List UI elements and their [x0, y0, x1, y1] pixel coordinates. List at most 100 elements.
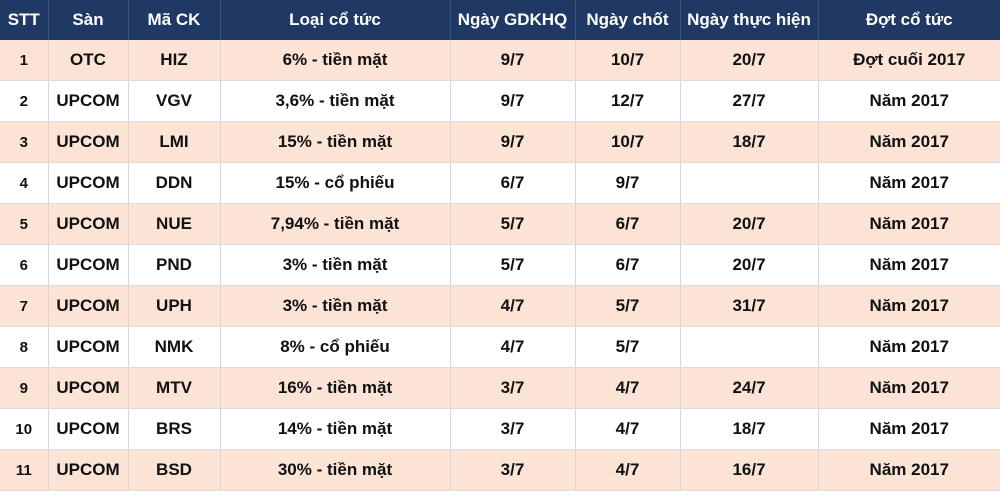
cell-payment-date: 20/7: [680, 203, 819, 245]
header-stt: STT: [0, 0, 49, 40]
cell-stt: 7: [0, 285, 49, 327]
table-row: 6 UPCOM PND 3% - tiền mặt 5/7 6/7 20/7 Năm 2017: [0, 244, 1000, 286]
cell-stt: 5: [0, 203, 49, 245]
cell-dividend-type: 7,94% - tiền mặt: [220, 203, 451, 245]
cell-ex-date: 3/7: [450, 408, 576, 450]
cell-ticker: UPH: [128, 285, 221, 327]
header-ticker: Mã CK: [128, 0, 221, 40]
header-row: STT Sàn Mã CK Loại cổ tức Ngày GDKHQ Ngà…: [0, 0, 1000, 40]
cell-dividend-type: 3% - tiền mặt: [220, 285, 451, 327]
cell-ex-date: 4/7: [450, 326, 576, 368]
cell-exchange: UPCOM: [48, 408, 129, 450]
cell-ex-date: 6/7: [450, 162, 576, 204]
cell-payment-date: 18/7: [680, 408, 819, 450]
table-row: 9 UPCOM MTV 16% - tiền mặt 3/7 4/7 24/7 Năm 201…: [0, 367, 1000, 409]
cell-ticker: VGV: [128, 80, 221, 122]
cell-stt: 2: [0, 80, 49, 122]
cell-ticker: DDN: [128, 162, 221, 204]
cell-ex-date: 5/7: [450, 244, 576, 286]
cell-stt: 3: [0, 121, 49, 163]
cell-dividend-period: Năm 2017: [818, 244, 1000, 286]
table-row: 3 UPCOM LMI 15% - tiền mặt 9/7 10/7 18/7 Năm 20…: [0, 121, 1000, 163]
cell-stt: 8: [0, 326, 49, 368]
cell-stt: 4: [0, 162, 49, 204]
cell-exchange: OTC: [48, 40, 129, 81]
table-row: 5 UPCOM NUE 7,94% - tiền mặt 5/7 6/7 20/7 Năm 2…: [0, 203, 1000, 245]
cell-dividend-period: Năm 2017: [818, 449, 1000, 491]
cell-dividend-type: 8% - cổ phiếu: [220, 326, 451, 368]
cell-ex-date: 3/7: [450, 367, 576, 409]
header-dividend-type: Loại cổ tức: [220, 0, 451, 40]
cell-stt: 9: [0, 367, 49, 409]
cell-payment-date: [680, 162, 819, 204]
header-record-date: Ngày chốt: [575, 0, 681, 40]
cell-payment-date: 27/7: [680, 80, 819, 122]
cell-ticker: BSD: [128, 449, 221, 491]
cell-dividend-type: 15% - cổ phiếu: [220, 162, 451, 204]
cell-stt: 6: [0, 244, 49, 286]
cell-exchange: UPCOM: [48, 162, 129, 204]
cell-exchange: UPCOM: [48, 449, 129, 491]
cell-stt: 10: [0, 408, 49, 450]
cell-ticker: MTV: [128, 367, 221, 409]
header-dividend-period: Đợt cổ tức: [818, 0, 1000, 40]
cell-dividend-period: Năm 2017: [818, 80, 1000, 122]
cell-payment-date: [680, 326, 819, 368]
cell-dividend-type: 16% - tiền mặt: [220, 367, 451, 409]
cell-dividend-period: Năm 2017: [818, 162, 1000, 204]
cell-dividend-type: 6% - tiền mặt: [220, 40, 451, 81]
cell-payment-date: 24/7: [680, 367, 819, 409]
header-exchange: Sàn: [48, 0, 129, 40]
cell-ticker: NUE: [128, 203, 221, 245]
cell-dividend-period: Năm 2017: [818, 121, 1000, 163]
cell-exchange: UPCOM: [48, 244, 129, 286]
table-row: 1 OTC HIZ 6% - tiền mặt 9/7 10/7 20/7 Đợt cuối …: [0, 40, 1000, 81]
cell-ticker: LMI: [128, 121, 221, 163]
table-row: 7 UPCOM UPH 3% - tiền mặt 4/7 5/7 31/7 Năm 2017: [0, 285, 1000, 327]
cell-exchange: UPCOM: [48, 203, 129, 245]
cell-payment-date: 16/7: [680, 449, 819, 491]
cell-record-date: 4/7: [575, 449, 681, 491]
table-row: 11 UPCOM BSD 30% - tiền mặt 3/7 4/7 16/7 Năm 20…: [0, 449, 1000, 491]
cell-exchange: UPCOM: [48, 285, 129, 327]
cell-dividend-period: Năm 2017: [818, 367, 1000, 409]
cell-ticker: NMK: [128, 326, 221, 368]
table-row: 4 UPCOM DDN 15% - cổ phiếu 6/7 9/7 Năm 2017: [0, 162, 1000, 204]
cell-ticker: PND: [128, 244, 221, 286]
cell-record-date: 4/7: [575, 367, 681, 409]
cell-record-date: 6/7: [575, 244, 681, 286]
cell-record-date: 5/7: [575, 285, 681, 327]
cell-dividend-type: 30% - tiền mặt: [220, 449, 451, 491]
cell-exchange: UPCOM: [48, 80, 129, 122]
cell-stt: 11: [0, 449, 49, 491]
cell-dividend-period: Đợt cuối 2017: [818, 40, 1000, 81]
cell-ex-date: 9/7: [450, 80, 576, 122]
cell-record-date: 4/7: [575, 408, 681, 450]
cell-dividend-period: Năm 2017: [818, 408, 1000, 450]
cell-record-date: 10/7: [575, 121, 681, 163]
cell-dividend-type: 14% - tiền mặt: [220, 408, 451, 450]
cell-payment-date: 20/7: [680, 244, 819, 286]
cell-payment-date: 31/7: [680, 285, 819, 327]
cell-exchange: UPCOM: [48, 326, 129, 368]
cell-exchange: UPCOM: [48, 367, 129, 409]
cell-record-date: 5/7: [575, 326, 681, 368]
header-payment-date: Ngày thực hiện: [680, 0, 819, 40]
cell-record-date: 12/7: [575, 80, 681, 122]
table-header: STT Sàn Mã CK Loại cổ tức Ngày GDKHQ Ngà…: [0, 0, 1000, 40]
cell-ex-date: 3/7: [450, 449, 576, 491]
cell-ex-date: 5/7: [450, 203, 576, 245]
cell-dividend-period: Năm 2017: [818, 285, 1000, 327]
cell-ticker: HIZ: [128, 40, 221, 81]
cell-stt: 1: [0, 40, 49, 81]
cell-payment-date: 20/7: [680, 40, 819, 81]
cell-dividend-period: Năm 2017: [818, 203, 1000, 245]
header-ex-date: Ngày GDKHQ: [450, 0, 576, 40]
table-body: 1 OTC HIZ 6% - tiền mặt 9/7 10/7 20/7 Đợt cuối …: [0, 40, 1000, 491]
cell-dividend-type: 3% - tiền mặt: [220, 244, 451, 286]
cell-ex-date: 9/7: [450, 40, 576, 81]
table-row: 8 UPCOM NMK 8% - cổ phiếu 4/7 5/7 Năm 2017: [0, 326, 1000, 368]
cell-payment-date: 18/7: [680, 121, 819, 163]
cell-dividend-type: 3,6% - tiền mặt: [220, 80, 451, 122]
